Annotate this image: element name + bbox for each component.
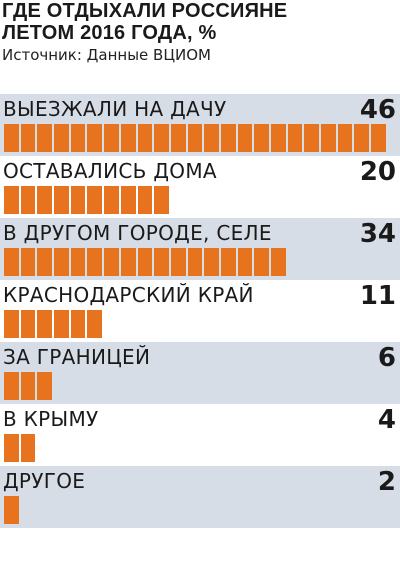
bar-segment [20, 434, 38, 462]
bar-segment [287, 124, 305, 152]
bar-segment [37, 372, 55, 400]
bar-segment [220, 124, 238, 152]
bar-segment [120, 248, 138, 276]
bar-segment [37, 310, 55, 338]
value-label: 4 [377, 405, 396, 435]
bar-segment [254, 248, 271, 276]
bar [4, 372, 55, 400]
bar-segment [87, 186, 105, 214]
value-label: 2 [377, 467, 396, 497]
bar-segment [20, 310, 38, 338]
bar-segment [371, 124, 388, 152]
bar-segment [20, 186, 38, 214]
bar-segment [304, 124, 322, 152]
bar-segment [154, 248, 171, 276]
bar-segment [37, 186, 55, 214]
bar-segment [237, 124, 255, 152]
bar-segment [4, 186, 21, 214]
bar-segment [204, 248, 221, 276]
bar-segment [271, 124, 288, 152]
category-label: КРАСНОДАРСКИЙ КРАЙ [3, 283, 254, 307]
bar-segment [354, 124, 372, 152]
bar-segment [54, 124, 71, 152]
bar-segment [154, 186, 171, 214]
bar-segment [54, 186, 71, 214]
bar-segment [237, 248, 255, 276]
bar-segment [70, 310, 88, 338]
bar-row: ОСТАВАЛИСЬ ДОМА 20 [0, 156, 400, 218]
bar-segment [104, 186, 121, 214]
bar [4, 310, 105, 338]
bar-segment [187, 124, 205, 152]
category-label: ВЫЕЗЖАЛИ НА ДАЧУ [3, 97, 227, 121]
bar-segment [87, 124, 105, 152]
bar-segment [4, 372, 21, 400]
bar-segment [4, 248, 21, 276]
category-label: ЗА ГРАНИЦЕЙ [3, 345, 151, 369]
bar-segment [120, 186, 138, 214]
bar-segment [54, 310, 71, 338]
bar-row: ЗА ГРАНИЦЕЙ 6 [0, 342, 400, 404]
bar-row: В КРЫМУ 4 [0, 404, 400, 466]
bar [4, 186, 171, 214]
bar-segment [170, 124, 188, 152]
bar-row: В ДРУГОМ ГОРОДЕ, СЕЛЕ 34 [0, 218, 400, 280]
bar-row: КРАСНОДАРСКИЙ КРАЙ 11 [0, 280, 400, 342]
bar-segment [170, 248, 188, 276]
bar-segment [54, 248, 71, 276]
bar-row: ДРУГОЕ 2 [0, 466, 400, 528]
bar-segment [120, 124, 138, 152]
bar-segment [321, 124, 338, 152]
bar-segment [137, 124, 155, 152]
bar-segment [70, 248, 88, 276]
value-label: 34 [359, 219, 396, 249]
bar-segment [70, 186, 88, 214]
bar-segment [220, 248, 238, 276]
value-label: 6 [377, 343, 396, 373]
value-label: 11 [359, 281, 396, 311]
bar-segment [4, 310, 21, 338]
chart-header: ГДЕ ОТДЫХАЛИ РОССИЯНЕ ЛЕТОМ 2016 ГОДА, %… [2, 0, 398, 65]
bar-segment [20, 372, 38, 400]
bar [4, 248, 288, 276]
category-label: ОСТАВАЛИСЬ ДОМА [3, 159, 217, 183]
bar-segment [137, 248, 155, 276]
bar-segment [87, 248, 105, 276]
bar-segment [4, 434, 21, 462]
value-label: 46 [359, 95, 396, 125]
bar-segment [37, 248, 55, 276]
bar-segment [104, 124, 121, 152]
bar-row: ВЫЕЗЖАЛИ НА ДАЧУ 46 [0, 94, 400, 156]
bar-segment [4, 124, 21, 152]
bar-segment [37, 124, 55, 152]
bar-segment [204, 124, 221, 152]
bar-segment [4, 496, 21, 524]
bar [4, 434, 38, 462]
category-label: ДРУГОЕ [3, 469, 86, 493]
bar-segment [154, 124, 171, 152]
bar-segment [20, 248, 38, 276]
bar-segment [187, 248, 205, 276]
bar-segment [70, 124, 88, 152]
bar-segment [20, 124, 38, 152]
bar [4, 496, 21, 524]
bar-segment [137, 186, 155, 214]
bar-segment [87, 310, 105, 338]
bar-segment [337, 124, 355, 152]
bar-rows: ВЫЕЗЖАЛИ НА ДАЧУ 46 ОСТАВАЛИСЬ ДОМА 20 В ДРУ… [0, 94, 400, 528]
bar-segment [104, 248, 121, 276]
bar-segment [254, 124, 271, 152]
chart-source: Источник: Данные ВЦИОМ [2, 46, 211, 64]
value-label: 20 [359, 157, 396, 187]
category-label: В КРЫМУ [3, 407, 99, 431]
bar-segment [271, 248, 288, 276]
chart-title: ГДЕ ОТДЫХАЛИ РОССИЯНЕ ЛЕТОМ 2016 ГОДА, % [2, 0, 288, 44]
category-label: В ДРУГОМ ГОРОДЕ, СЕЛЕ [3, 221, 272, 245]
bar [4, 124, 388, 152]
